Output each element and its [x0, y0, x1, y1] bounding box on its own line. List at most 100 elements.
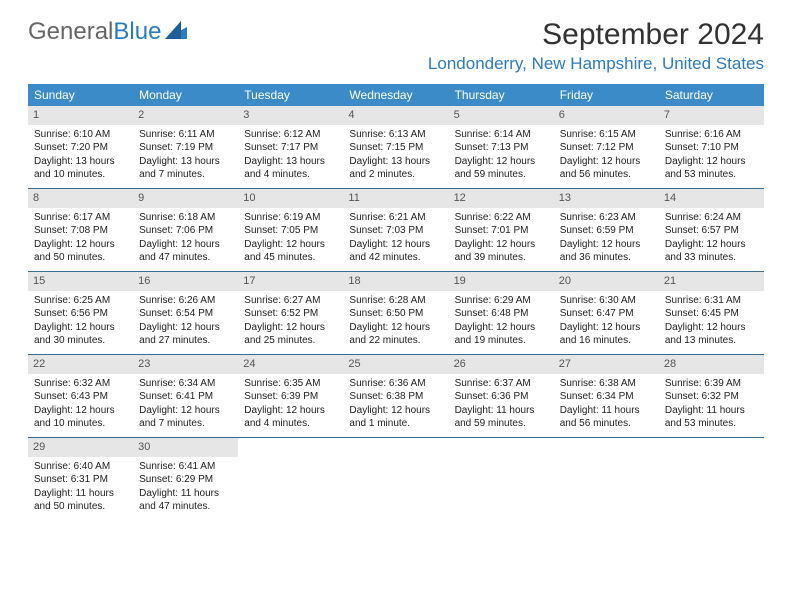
sunset-text: Sunset: 6:31 PM [34, 473, 127, 487]
daylight-text-1: Daylight: 11 hours [665, 404, 758, 418]
sunrise-text: Sunrise: 6:39 AM [665, 377, 758, 391]
daylight-text-1: Daylight: 12 hours [34, 404, 127, 418]
daylight-text-1: Daylight: 11 hours [34, 487, 127, 501]
calendar-day: 3Sunrise: 6:12 AMSunset: 7:17 PMDaylight… [238, 106, 343, 188]
calendar-day: 28Sunrise: 6:39 AMSunset: 6:32 PMDayligh… [659, 355, 764, 437]
sunset-text: Sunset: 6:47 PM [560, 307, 653, 321]
sunrise-text: Sunrise: 6:21 AM [349, 211, 442, 225]
day-number: 17 [238, 272, 343, 291]
sunset-text: Sunset: 6:56 PM [34, 307, 127, 321]
day-number: 9 [133, 189, 238, 208]
logo-triangle-icon [165, 18, 187, 46]
sunrise-text: Sunrise: 6:38 AM [560, 377, 653, 391]
calendar-day: 2Sunrise: 6:11 AMSunset: 7:19 PMDaylight… [133, 106, 238, 188]
calendar-day: 10Sunrise: 6:19 AMSunset: 7:05 PMDayligh… [238, 189, 343, 271]
sunrise-text: Sunrise: 6:14 AM [455, 128, 548, 142]
sunrise-text: Sunrise: 6:37 AM [455, 377, 548, 391]
daylight-text-1: Daylight: 12 hours [455, 238, 548, 252]
day-number: 21 [659, 272, 764, 291]
day-number: 25 [343, 355, 448, 374]
sunrise-text: Sunrise: 6:34 AM [139, 377, 232, 391]
day-number: 2 [133, 106, 238, 125]
sunrise-text: Sunrise: 6:29 AM [455, 294, 548, 308]
daylight-text-2: and 10 minutes. [34, 417, 127, 431]
daylight-text-1: Daylight: 11 hours [455, 404, 548, 418]
sunrise-text: Sunrise: 6:41 AM [139, 460, 232, 474]
weekday-thu: Thursday [449, 84, 554, 106]
daylight-text-2: and 36 minutes. [560, 251, 653, 265]
sunrise-text: Sunrise: 6:19 AM [244, 211, 337, 225]
daylight-text-2: and 27 minutes. [139, 334, 232, 348]
daylight-text-1: Daylight: 12 hours [349, 238, 442, 252]
day-number: 13 [554, 189, 659, 208]
daylight-text-2: and 2 minutes. [349, 168, 442, 182]
calendar-day-empty [238, 438, 343, 520]
calendar-day: 14Sunrise: 6:24 AMSunset: 6:57 PMDayligh… [659, 189, 764, 271]
calendar: Sunday Monday Tuesday Wednesday Thursday… [28, 84, 764, 520]
sunset-text: Sunset: 6:54 PM [139, 307, 232, 321]
day-number: 7 [659, 106, 764, 125]
weekday-wed: Wednesday [343, 84, 448, 106]
daylight-text-1: Daylight: 13 hours [139, 155, 232, 169]
sunset-text: Sunset: 6:59 PM [560, 224, 653, 238]
daylight-text-2: and 13 minutes. [665, 334, 758, 348]
weekday-header: Sunday Monday Tuesday Wednesday Thursday… [28, 84, 764, 106]
daylight-text-1: Daylight: 12 hours [244, 321, 337, 335]
daylight-text-2: and 53 minutes. [665, 168, 758, 182]
sunrise-text: Sunrise: 6:17 AM [34, 211, 127, 225]
calendar-day: 21Sunrise: 6:31 AMSunset: 6:45 PMDayligh… [659, 272, 764, 354]
sunset-text: Sunset: 6:34 PM [560, 390, 653, 404]
sunset-text: Sunset: 6:57 PM [665, 224, 758, 238]
sunset-text: Sunset: 6:52 PM [244, 307, 337, 321]
sunrise-text: Sunrise: 6:36 AM [349, 377, 442, 391]
day-number: 19 [449, 272, 554, 291]
daylight-text-2: and 42 minutes. [349, 251, 442, 265]
sunset-text: Sunset: 7:19 PM [139, 141, 232, 155]
day-number: 10 [238, 189, 343, 208]
daylight-text-1: Daylight: 12 hours [139, 404, 232, 418]
sunrise-text: Sunrise: 6:31 AM [665, 294, 758, 308]
sunrise-text: Sunrise: 6:22 AM [455, 211, 548, 225]
day-number: 18 [343, 272, 448, 291]
calendar-day: 24Sunrise: 6:35 AMSunset: 6:39 PMDayligh… [238, 355, 343, 437]
calendar-day: 16Sunrise: 6:26 AMSunset: 6:54 PMDayligh… [133, 272, 238, 354]
calendar-day-empty [449, 438, 554, 520]
calendar-day-empty [554, 438, 659, 520]
sunset-text: Sunset: 6:39 PM [244, 390, 337, 404]
daylight-text-2: and 47 minutes. [139, 251, 232, 265]
daylight-text-2: and 30 minutes. [34, 334, 127, 348]
sunrise-text: Sunrise: 6:28 AM [349, 294, 442, 308]
sunset-text: Sunset: 6:32 PM [665, 390, 758, 404]
daylight-text-2: and 59 minutes. [455, 168, 548, 182]
daylight-text-2: and 33 minutes. [665, 251, 758, 265]
day-number: 15 [28, 272, 133, 291]
weekday-sat: Saturday [659, 84, 764, 106]
daylight-text-2: and 4 minutes. [244, 168, 337, 182]
daylight-text-1: Daylight: 13 hours [34, 155, 127, 169]
daylight-text-2: and 53 minutes. [665, 417, 758, 431]
sunset-text: Sunset: 7:01 PM [455, 224, 548, 238]
daylight-text-1: Daylight: 11 hours [560, 404, 653, 418]
daylight-text-1: Daylight: 12 hours [34, 238, 127, 252]
sunrise-text: Sunrise: 6:16 AM [665, 128, 758, 142]
sunset-text: Sunset: 6:45 PM [665, 307, 758, 321]
calendar-day: 27Sunrise: 6:38 AMSunset: 6:34 PMDayligh… [554, 355, 659, 437]
sunset-text: Sunset: 7:05 PM [244, 224, 337, 238]
day-number: 24 [238, 355, 343, 374]
sunrise-text: Sunrise: 6:40 AM [34, 460, 127, 474]
sunrise-text: Sunrise: 6:18 AM [139, 211, 232, 225]
calendar-day: 4Sunrise: 6:13 AMSunset: 7:15 PMDaylight… [343, 106, 448, 188]
daylight-text-1: Daylight: 12 hours [665, 238, 758, 252]
daylight-text-1: Daylight: 12 hours [139, 321, 232, 335]
calendar-day: 25Sunrise: 6:36 AMSunset: 6:38 PMDayligh… [343, 355, 448, 437]
daylight-text-1: Daylight: 12 hours [560, 238, 653, 252]
sunset-text: Sunset: 6:29 PM [139, 473, 232, 487]
daylight-text-2: and 4 minutes. [244, 417, 337, 431]
day-number: 22 [28, 355, 133, 374]
day-number: 8 [28, 189, 133, 208]
calendar-day: 12Sunrise: 6:22 AMSunset: 7:01 PMDayligh… [449, 189, 554, 271]
daylight-text-1: Daylight: 12 hours [665, 155, 758, 169]
sunrise-text: Sunrise: 6:27 AM [244, 294, 337, 308]
daylight-text-2: and 56 minutes. [560, 417, 653, 431]
calendar-day: 13Sunrise: 6:23 AMSunset: 6:59 PMDayligh… [554, 189, 659, 271]
